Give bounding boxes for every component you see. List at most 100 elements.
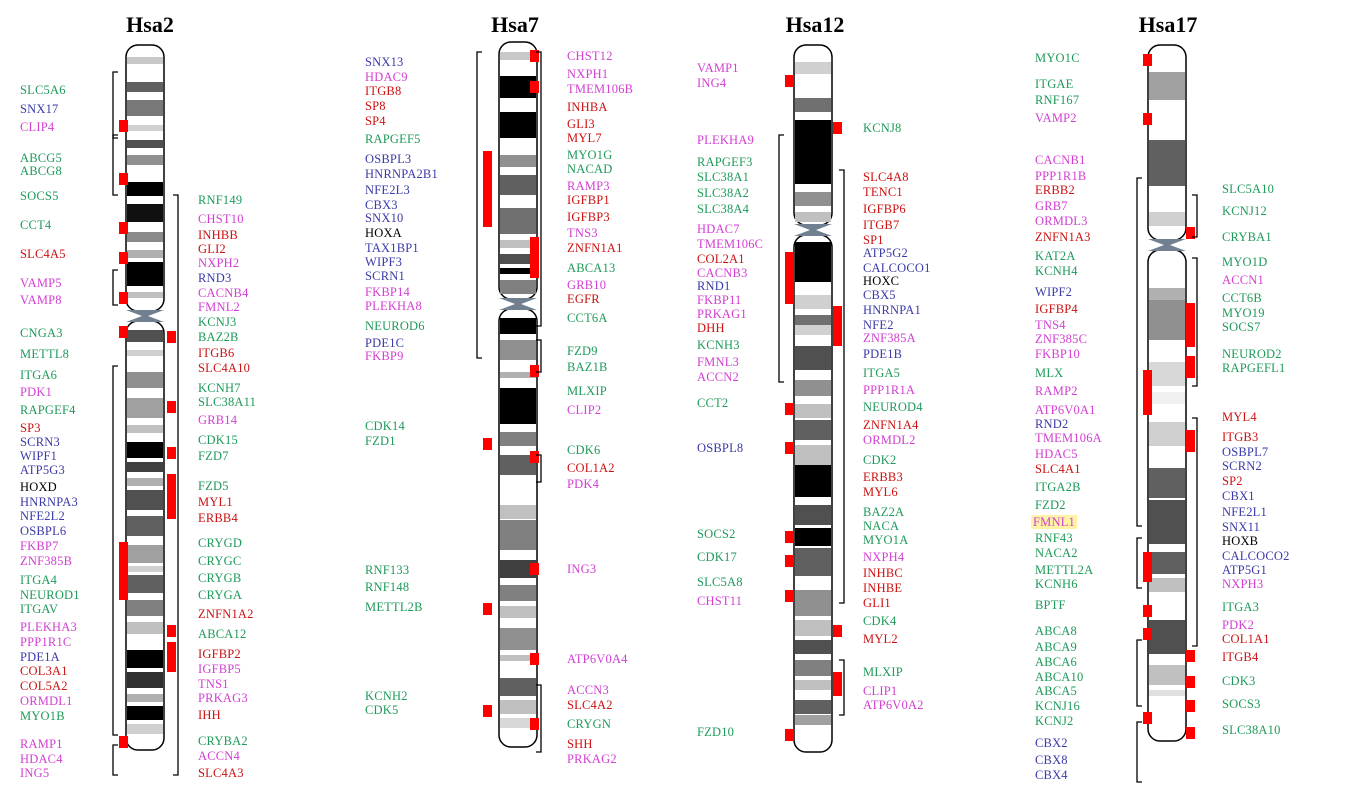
gene-locus-marker-hsa7 (530, 266, 539, 278)
gene-label: ZNF385A (863, 331, 916, 345)
gene-label: SLC5A6 (20, 83, 66, 97)
gene-label: CDK4 (863, 614, 897, 628)
gene-label: TNS3 (567, 226, 598, 240)
gene-label: CBX1 (1222, 489, 1255, 503)
band-hsa7 (500, 254, 536, 264)
gene-group-bracket-hsa17 (1192, 257, 1198, 387)
band-hsa17 (1149, 620, 1185, 654)
gene-label: PRKAG1 (697, 307, 747, 321)
gene-label: ERBB3 (863, 470, 903, 484)
gene-label: FKBP14 (365, 285, 410, 299)
gene-label: ING4 (697, 76, 727, 90)
gene-label: FZD5 (198, 479, 229, 493)
band-hsa17 (1149, 468, 1185, 498)
gene-label: MYO1B (20, 709, 65, 723)
gene-label: VAMP5 (20, 276, 62, 290)
gene-locus-marker-hsa2 (119, 542, 128, 600)
band-hsa2 (127, 155, 163, 165)
gene-label: RAPGEFL1 (1222, 361, 1286, 375)
band-hsa7 (500, 678, 536, 696)
gene-label: OSBPL8 (697, 441, 744, 455)
band-hsa7 (500, 340, 536, 360)
gene-label: FKBP10 (1035, 347, 1080, 361)
gene-label: ACCN2 (697, 370, 739, 384)
band-hsa2 (127, 516, 163, 536)
centromere-hsa12 (794, 224, 832, 236)
gene-label: HNRNPA3 (20, 495, 78, 509)
gene-label: SLC5A8 (697, 575, 743, 589)
gene-label: MLX (1035, 366, 1064, 380)
gene-label: BAZ1B (567, 360, 608, 374)
gene-label: CBX3 (365, 198, 398, 212)
gene-label: ABCG8 (20, 164, 62, 178)
gene-label: IHH (198, 708, 221, 722)
gene-label: SNX11 (1222, 520, 1261, 534)
gene-group-bracket-hsa17 (1136, 177, 1142, 527)
gene-label: SNX17 (20, 102, 59, 116)
gene-locus-marker-hsa12 (785, 531, 794, 543)
gene-label: PDK1 (20, 385, 53, 399)
band-hsa17 (1149, 552, 1185, 574)
gene-label: CACNB3 (697, 266, 748, 280)
band-hsa7 (500, 505, 536, 519)
gene-label: PDE1A (20, 650, 60, 664)
gene-label: CRYGC (198, 554, 242, 568)
gene-group-bracket-hsa2 (112, 71, 118, 139)
band-hsa2 (127, 442, 163, 458)
gene-label: CRYGB (198, 571, 242, 585)
gene-label: ITGA4 (20, 573, 58, 587)
band-hsa2 (127, 622, 163, 634)
gene-label: RND1 (697, 279, 731, 293)
gene-locus-marker-hsa17 (1143, 113, 1152, 125)
gene-label: MYO1D (1222, 255, 1268, 269)
gene-label: SP4 (365, 114, 386, 128)
gene-label: TNS1 (198, 677, 229, 691)
gene-label: IGFBP3 (567, 210, 610, 224)
gene-locus-marker-hsa7 (530, 365, 539, 377)
gene-label: MYL2 (863, 632, 898, 646)
gene-label: ACCN3 (567, 683, 609, 697)
gene-label: EGFR (567, 292, 600, 306)
band-hsa12 (795, 380, 831, 396)
gene-label: SLC5A10 (1222, 182, 1275, 196)
band-hsa2 (127, 425, 163, 433)
gene-label: GLI1 (863, 596, 891, 610)
band-hsa7 (500, 268, 536, 274)
gene-label: WIPF1 (20, 449, 58, 463)
gene-label: IGFBP1 (567, 193, 610, 207)
band-hsa12 (795, 590, 831, 616)
gene-label: PLEKHA9 (697, 133, 754, 147)
gene-label: PRKAG3 (198, 691, 248, 705)
gene-label: RNF167 (1035, 93, 1080, 107)
gene-label: NACA2 (1035, 546, 1078, 560)
gene-label: BAZ2B (198, 330, 239, 344)
chromosome-title-hsa2: Hsa2 (126, 12, 174, 37)
gene-label: HDAC9 (365, 70, 408, 84)
gene-label: COL2A1 (697, 252, 745, 266)
gene-label: ZNFN1A4 (863, 418, 919, 432)
gene-label: NEUROD4 (863, 400, 923, 414)
gene-label: HDAC5 (1035, 447, 1078, 461)
gene-label: COL1A1 (1222, 632, 1270, 646)
gene-locus-marker-hsa17 (1143, 605, 1152, 617)
gene-label: GRB7 (1035, 199, 1068, 213)
gene-label: RND3 (198, 271, 232, 285)
band-hsa12 (795, 62, 831, 74)
gene-group-bracket-hsa2 (112, 744, 118, 776)
gene-label: NXPH4 (863, 550, 905, 564)
band-hsa7 (500, 606, 536, 618)
gene-label: ING3 (567, 562, 597, 576)
gene-group-bracket-hsa2 (112, 134, 118, 196)
gene-group-bracket-hsa12 (839, 659, 845, 716)
gene-label: HOXD (20, 480, 57, 494)
gene-label: HNRNPA1 (863, 303, 921, 317)
gene-label: HOXA (365, 226, 402, 240)
band-hsa7 (500, 520, 536, 550)
gene-label: PPP1R1B (1035, 169, 1087, 183)
band-hsa12 (795, 295, 831, 309)
gene-label: COL3A1 (20, 664, 68, 678)
gene-group-bracket-hsa2 (112, 269, 118, 306)
band-hsa17 (1149, 212, 1185, 226)
gene-label: CRYBA1 (1222, 230, 1272, 244)
